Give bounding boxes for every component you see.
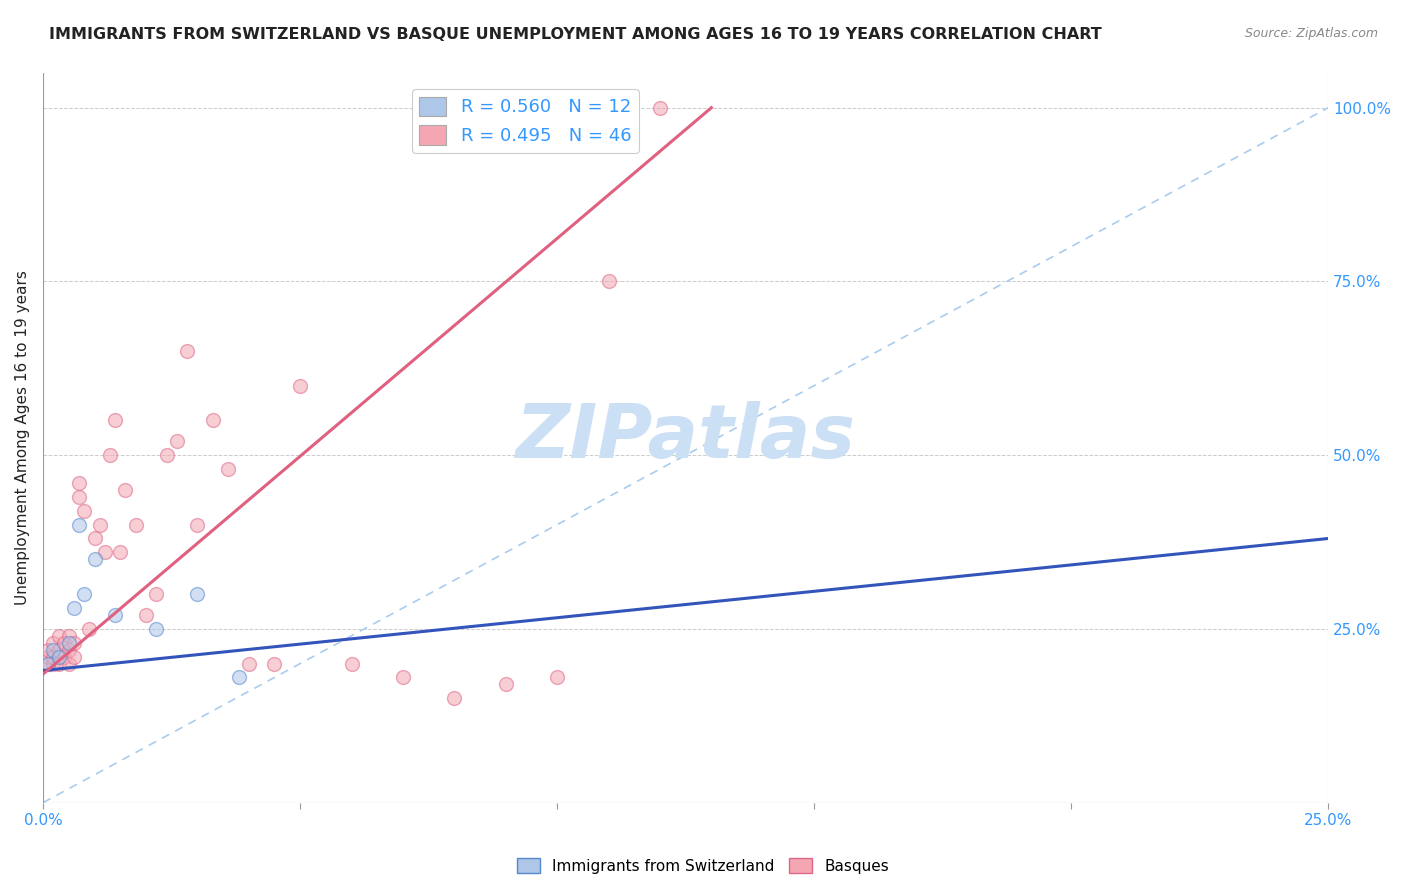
Point	[145, 622, 167, 636]
Point	[104, 413, 127, 427]
Point	[648, 101, 671, 115]
Point	[125, 517, 148, 532]
Point	[186, 517, 208, 532]
Point	[58, 636, 80, 650]
Point	[340, 657, 363, 671]
Point	[63, 601, 86, 615]
Point	[598, 274, 620, 288]
Point	[443, 691, 465, 706]
Point	[73, 504, 96, 518]
Point	[48, 657, 70, 671]
Point	[42, 642, 65, 657]
Point	[67, 517, 90, 532]
Point	[52, 636, 75, 650]
Point	[48, 629, 70, 643]
Point	[42, 649, 65, 664]
Point	[37, 657, 59, 671]
Point	[79, 622, 101, 636]
Text: IMMIGRANTS FROM SWITZERLAND VS BASQUE UNEMPLOYMENT AMONG AGES 16 TO 19 YEARS COR: IMMIGRANTS FROM SWITZERLAND VS BASQUE UN…	[49, 27, 1102, 42]
Point	[37, 642, 59, 657]
Point	[37, 657, 59, 671]
Point	[145, 587, 167, 601]
Legend: Immigrants from Switzerland, Basques: Immigrants from Switzerland, Basques	[510, 852, 896, 880]
Legend: R = 0.560   N = 12, R = 0.495   N = 46: R = 0.560 N = 12, R = 0.495 N = 46	[412, 89, 638, 153]
Point	[186, 587, 208, 601]
Text: Source: ZipAtlas.com: Source: ZipAtlas.com	[1244, 27, 1378, 40]
Point	[495, 677, 517, 691]
Point	[89, 517, 111, 532]
Point	[83, 532, 105, 546]
Point	[228, 670, 250, 684]
Point	[98, 448, 121, 462]
Point	[48, 642, 70, 657]
Point	[63, 636, 86, 650]
Point	[238, 657, 260, 671]
Text: ZIPatlas: ZIPatlas	[516, 401, 856, 475]
Point	[217, 462, 239, 476]
Point	[166, 434, 188, 449]
Point	[52, 649, 75, 664]
Point	[176, 343, 198, 358]
Point	[42, 636, 65, 650]
Point	[135, 607, 157, 622]
Point	[94, 545, 117, 559]
Point	[392, 670, 415, 684]
Point	[546, 670, 568, 684]
Point	[42, 657, 65, 671]
Point	[73, 587, 96, 601]
Point	[67, 490, 90, 504]
Point	[58, 657, 80, 671]
Point	[37, 649, 59, 664]
Point	[58, 642, 80, 657]
Point	[58, 629, 80, 643]
Point	[83, 552, 105, 566]
Point	[110, 545, 132, 559]
Y-axis label: Unemployment Among Ages 16 to 19 years: Unemployment Among Ages 16 to 19 years	[15, 270, 30, 605]
Point	[155, 448, 177, 462]
Point	[104, 607, 127, 622]
Point	[63, 649, 86, 664]
Point	[67, 475, 90, 490]
Point	[48, 649, 70, 664]
Point	[263, 657, 285, 671]
Point	[290, 378, 312, 392]
Point	[114, 483, 136, 497]
Point	[201, 413, 224, 427]
